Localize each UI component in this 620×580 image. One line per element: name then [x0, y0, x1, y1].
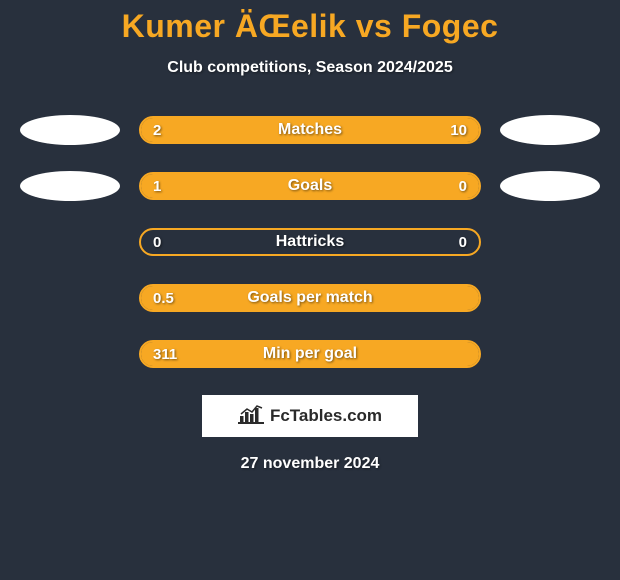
- logo-spacer: [15, 339, 125, 369]
- stats-block: 210Matches 10Goals 00Hattricks 0.5Goals per…: [0, 115, 620, 369]
- team-logo-right: [495, 115, 605, 145]
- stat-bar: 0.5Goals per match: [139, 284, 481, 312]
- subtitle: Club competitions, Season 2024/2025: [0, 59, 620, 77]
- logo-spacer: [495, 227, 605, 257]
- stat-bar: 311Min per goal: [139, 340, 481, 368]
- stat-label: Hattricks: [141, 230, 479, 254]
- stat-label: Min per goal: [141, 342, 479, 366]
- footer-date: 27 november 2024: [241, 455, 380, 473]
- stat-label: Goals: [141, 174, 479, 198]
- logo-spacer: [495, 283, 605, 313]
- logo-placeholder: [20, 115, 120, 145]
- team-logo-right: [495, 171, 605, 201]
- stat-bar: 00Hattricks: [139, 228, 481, 256]
- brand-box: FcTables.com: [202, 395, 418, 437]
- chart-icon: [238, 404, 264, 429]
- stat-row: 311Min per goal: [0, 339, 620, 369]
- team-logo-left: [15, 171, 125, 201]
- logo-spacer: [15, 227, 125, 257]
- logo-placeholder: [500, 115, 600, 145]
- stat-row: 210Matches: [0, 115, 620, 145]
- logo-spacer: [495, 339, 605, 369]
- logo-placeholder: [500, 171, 600, 201]
- stat-label: Goals per match: [141, 286, 479, 310]
- logo-spacer: [15, 283, 125, 313]
- comparison-card: Kumer ÄŒelik vs Fogec Club competitions,…: [0, 0, 620, 473]
- stat-row: 10Goals: [0, 171, 620, 201]
- stat-row: 0.5Goals per match: [0, 283, 620, 313]
- page-title: Kumer ÄŒelik vs Fogec: [0, 8, 620, 45]
- stat-bar: 10Goals: [139, 172, 481, 200]
- stat-label: Matches: [141, 118, 479, 142]
- stat-row: 00Hattricks: [0, 227, 620, 257]
- brand-text: FcTables.com: [270, 406, 382, 426]
- team-logo-left: [15, 115, 125, 145]
- logo-placeholder: [20, 171, 120, 201]
- stat-bar: 210Matches: [139, 116, 481, 144]
- footer: FcTables.com 27 november 2024: [0, 395, 620, 473]
